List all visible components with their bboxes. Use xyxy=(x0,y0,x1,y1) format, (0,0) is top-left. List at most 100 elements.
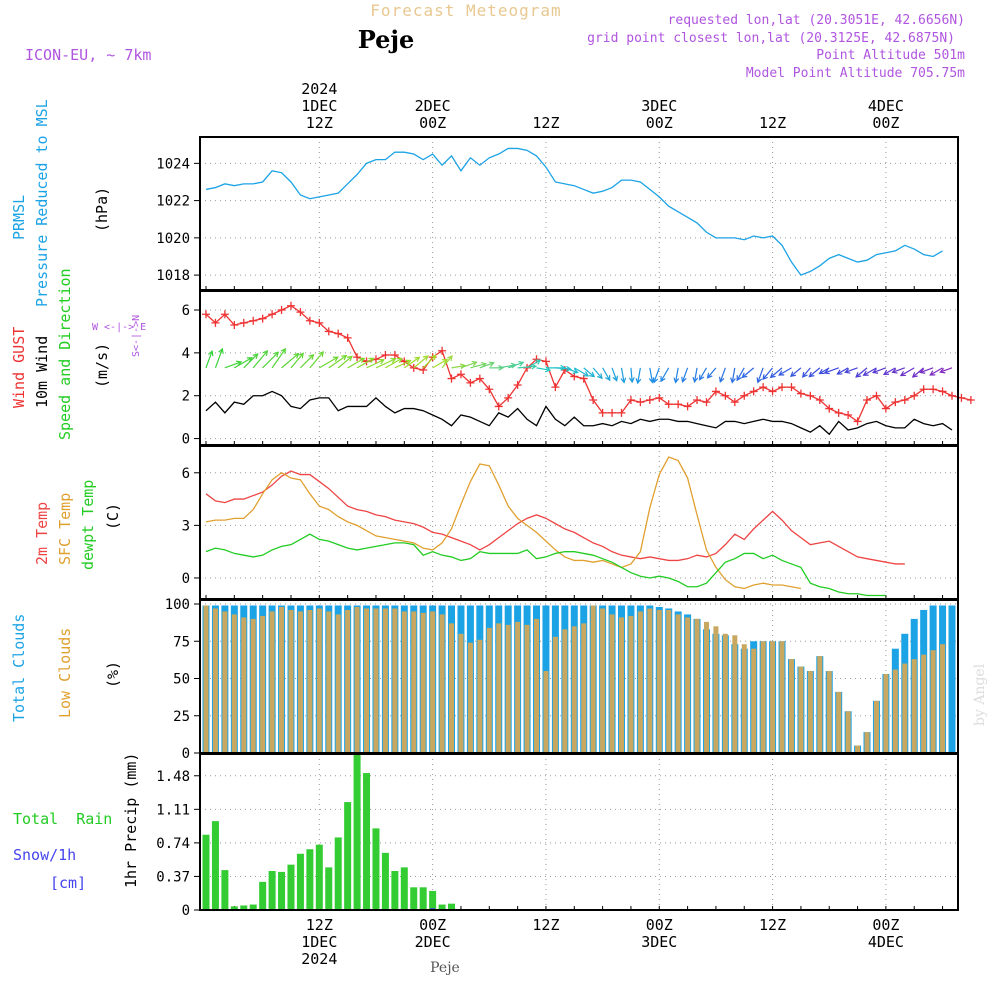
wind-arrow xyxy=(939,367,953,374)
wind-arrow-head xyxy=(741,372,748,379)
wind-arrow-head xyxy=(681,376,687,383)
rain-bar xyxy=(325,867,333,910)
wind-arrow-shaft xyxy=(660,367,670,382)
gust-point xyxy=(872,391,881,400)
low-cloud-bar xyxy=(515,621,521,753)
wind-arrow-shaft xyxy=(422,354,437,369)
low-cloud-bar xyxy=(779,641,785,753)
wind-arrow-shaft xyxy=(328,355,347,369)
wind-arrow-head xyxy=(332,356,339,362)
low-cloud-bar xyxy=(628,615,634,753)
gust-point xyxy=(730,398,739,407)
low-cloud-bar xyxy=(411,611,417,753)
low-cloud-bar xyxy=(316,608,322,753)
top-time-label: 00Z xyxy=(646,114,673,132)
wind-arrow-shaft xyxy=(290,352,304,369)
y-tick-label: 4 xyxy=(182,346,190,362)
gust-point xyxy=(948,391,956,400)
wind-arrow-shaft xyxy=(243,353,259,369)
wind-arrow-shaft xyxy=(592,367,603,379)
wind-arrow-shaft xyxy=(375,358,396,369)
low-cloud-bar xyxy=(562,629,568,753)
low-cloud-bar xyxy=(212,608,218,753)
wind-arrow-shaft xyxy=(620,367,625,383)
rain-bar xyxy=(268,871,276,910)
bottom-time-label: 2024 xyxy=(301,950,337,968)
low-cloud-bar xyxy=(477,639,483,753)
low-cloud-bar xyxy=(449,623,455,753)
low-cloud-bar xyxy=(345,609,351,753)
wind-arrow xyxy=(789,367,802,378)
wind-arrow xyxy=(337,355,353,369)
rain-bar xyxy=(429,890,437,910)
wind-arrow-head xyxy=(589,371,596,378)
low-cloud-bar xyxy=(826,671,832,753)
sfc-temp-line xyxy=(205,456,802,590)
wind-arrow xyxy=(699,367,708,381)
wind-arrow-shaft xyxy=(674,367,679,383)
wind-arrow-head xyxy=(280,347,287,354)
gust-point xyxy=(881,404,890,413)
gust-point xyxy=(910,391,919,400)
wind-arrow xyxy=(224,360,243,369)
gust-point xyxy=(390,351,399,359)
wind-arrow xyxy=(205,349,214,369)
wind-arrow xyxy=(911,367,925,378)
gust-point xyxy=(900,396,909,404)
wind-arrow-head xyxy=(441,358,449,365)
wind-arrow xyxy=(319,356,339,369)
wind-arrow-shaft xyxy=(602,367,611,381)
low-cloud-bar xyxy=(807,671,813,753)
gust-point xyxy=(296,308,305,317)
gust-point xyxy=(693,396,702,404)
low-cloud-bar xyxy=(222,611,228,753)
wind-arrow xyxy=(262,351,280,369)
wind-arrow-shaft xyxy=(637,367,641,384)
wind-arrow-head xyxy=(368,357,375,363)
gust-point xyxy=(381,351,390,359)
wind-arrow-head xyxy=(801,371,808,378)
gust-point xyxy=(268,310,277,319)
wind-arrow-shaft xyxy=(731,367,736,383)
wind-arrow-shaft xyxy=(234,357,253,369)
low-cloud-bar xyxy=(845,711,851,753)
rain-bar xyxy=(353,754,361,910)
low-cloud-bar xyxy=(732,635,738,753)
low-cloud-bar xyxy=(260,615,266,753)
gust-point xyxy=(938,387,947,396)
wind-arrow-shaft xyxy=(855,367,868,378)
pressure-name-label: PRMSL xyxy=(10,195,28,240)
low-cloud-bar xyxy=(940,644,946,753)
wind-arrow-head xyxy=(699,374,705,381)
wind-arrow-shaft xyxy=(252,350,268,369)
wind-arrow-shaft xyxy=(451,364,466,369)
wind-arrow-shaft xyxy=(649,367,653,383)
gust-point xyxy=(494,402,503,411)
low-cloud-bar xyxy=(439,614,445,753)
gust-point xyxy=(466,378,475,387)
low-cloud-bar xyxy=(722,633,728,753)
wind-arrow xyxy=(309,350,325,369)
wind-arrow xyxy=(882,367,896,375)
gust-point xyxy=(768,387,777,396)
wind-arrow xyxy=(692,367,699,384)
low-cloud-bar xyxy=(279,606,285,753)
rain-bar xyxy=(296,853,304,910)
gust-point xyxy=(929,385,938,394)
wind-arrow-shaft xyxy=(837,367,849,375)
gust-point xyxy=(966,396,975,404)
wind-arrow xyxy=(855,367,868,378)
wind-arrow xyxy=(762,367,774,381)
wind-arrow-head xyxy=(565,365,572,372)
gust-point xyxy=(277,306,286,314)
wind-arrow xyxy=(635,367,642,385)
gust-point xyxy=(787,383,796,392)
wind-arrow-shaft xyxy=(872,367,887,374)
wind-arrow-head xyxy=(341,354,348,361)
gust-point xyxy=(721,391,730,400)
point-altitude: Point Altitude 501m xyxy=(816,48,965,63)
wind-arrow-head xyxy=(789,371,796,378)
gust-label: Wind GUST xyxy=(10,327,28,408)
y-tick-label: 75 xyxy=(173,634,190,650)
rain-bar xyxy=(344,802,352,910)
